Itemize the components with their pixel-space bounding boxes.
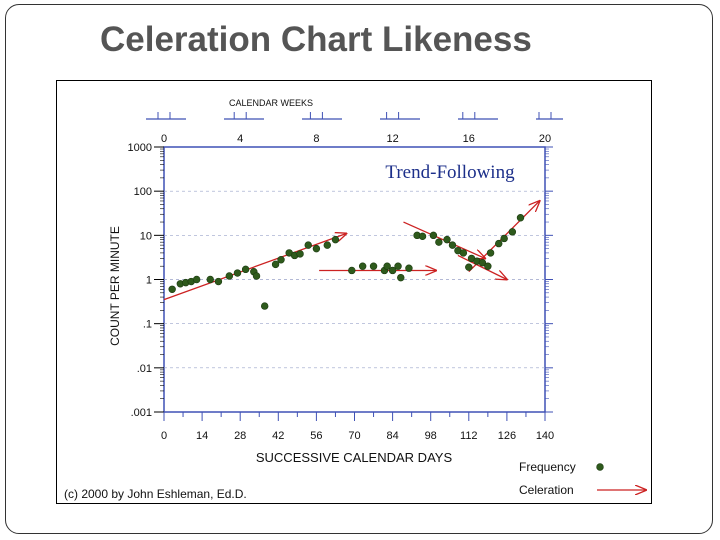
x-tick-label: 56: [310, 430, 322, 442]
top-tick-label: 8: [313, 133, 319, 145]
x-tick-label: 126: [498, 430, 516, 442]
data-point: [206, 275, 214, 284]
copyright-text: (c) 2000 by John Eshleman, Ed.D.: [64, 487, 247, 501]
legend-label-celeration: Celeration: [519, 483, 574, 497]
legend-marker-frequency: [596, 463, 604, 471]
data-point: [323, 241, 331, 249]
y-tick-label: 100: [134, 186, 152, 198]
y-tick-label: .1: [143, 319, 152, 331]
celeration-arrow: [457, 254, 507, 279]
data-point: [397, 273, 405, 282]
top-tick-label: 0: [161, 133, 167, 145]
top-tick-label: 16: [463, 133, 475, 145]
data-point: [508, 228, 517, 236]
y-tick-label: 1000: [128, 142, 152, 154]
data-point: [331, 235, 340, 244]
data-point: [296, 250, 304, 258]
top-tick-label: 20: [539, 133, 551, 145]
data-point: [214, 277, 223, 286]
y-tick-label: .001: [131, 407, 152, 419]
celeration-arrow: [163, 234, 346, 301]
x-tick-label: 98: [425, 430, 437, 442]
x-tick-label: 70: [348, 430, 360, 442]
data-point: [277, 256, 285, 264]
data-point: [271, 260, 280, 269]
x-tick-label: 0: [161, 430, 167, 442]
x-tick-label: 140: [536, 430, 554, 442]
data-point: [429, 231, 438, 240]
data-point: [168, 285, 176, 293]
data-point: [348, 266, 356, 275]
data-point: [192, 275, 201, 284]
x-tick-label: 84: [386, 430, 398, 442]
data-point: [358, 262, 367, 270]
celeration-chart: 1000 100 10 1.1.01.001 0 14 28 42 56 70 84 98 112 126…: [56, 80, 652, 504]
data-point: [418, 232, 427, 241]
data-point: [465, 263, 473, 271]
top-axis-label: CALENDAR WEEKS: [229, 98, 313, 108]
x-tick-label: 28: [234, 430, 246, 442]
x-axis-label: SUCCESSIVE CALENDAR DAYS: [256, 450, 453, 465]
data-point: [459, 249, 468, 257]
data-point: [405, 264, 413, 272]
data-point: [225, 272, 234, 280]
data-point: [233, 269, 242, 277]
data-point: [383, 262, 391, 270]
data-point: [252, 272, 261, 280]
x-tick-label: 112: [460, 430, 478, 442]
data-point: [260, 302, 269, 310]
data-point: [394, 262, 402, 270]
y-tick-label: 10: [140, 230, 152, 242]
data-point: [495, 239, 503, 248]
data-point: [500, 234, 508, 243]
data-point: [369, 262, 378, 270]
x-tick-label: 14: [196, 430, 208, 442]
data-point: [304, 241, 312, 249]
top-tick-label: 4: [237, 133, 243, 145]
data-point: [448, 241, 457, 249]
y-axis-label: COUNT PER MINUTE: [108, 226, 122, 346]
data-point: [516, 214, 525, 222]
data-point: [443, 235, 451, 244]
y-tick-label: .01: [137, 363, 152, 375]
data-point: [312, 244, 321, 253]
data-point: [484, 262, 492, 270]
data-point: [486, 249, 495, 257]
data-point: [435, 238, 443, 246]
x-tick-label: 42: [272, 430, 284, 442]
top-tick-label: 12: [386, 133, 398, 145]
data-point: [478, 259, 487, 267]
slide-title: Celeration Chart Likeness: [100, 20, 532, 59]
y-tick-label: 1: [146, 275, 152, 287]
data-point: [241, 265, 250, 274]
chart-title: Trend-Following: [385, 162, 515, 183]
legend-label-frequency: Frequency: [519, 460, 576, 474]
data-point: [388, 266, 397, 275]
